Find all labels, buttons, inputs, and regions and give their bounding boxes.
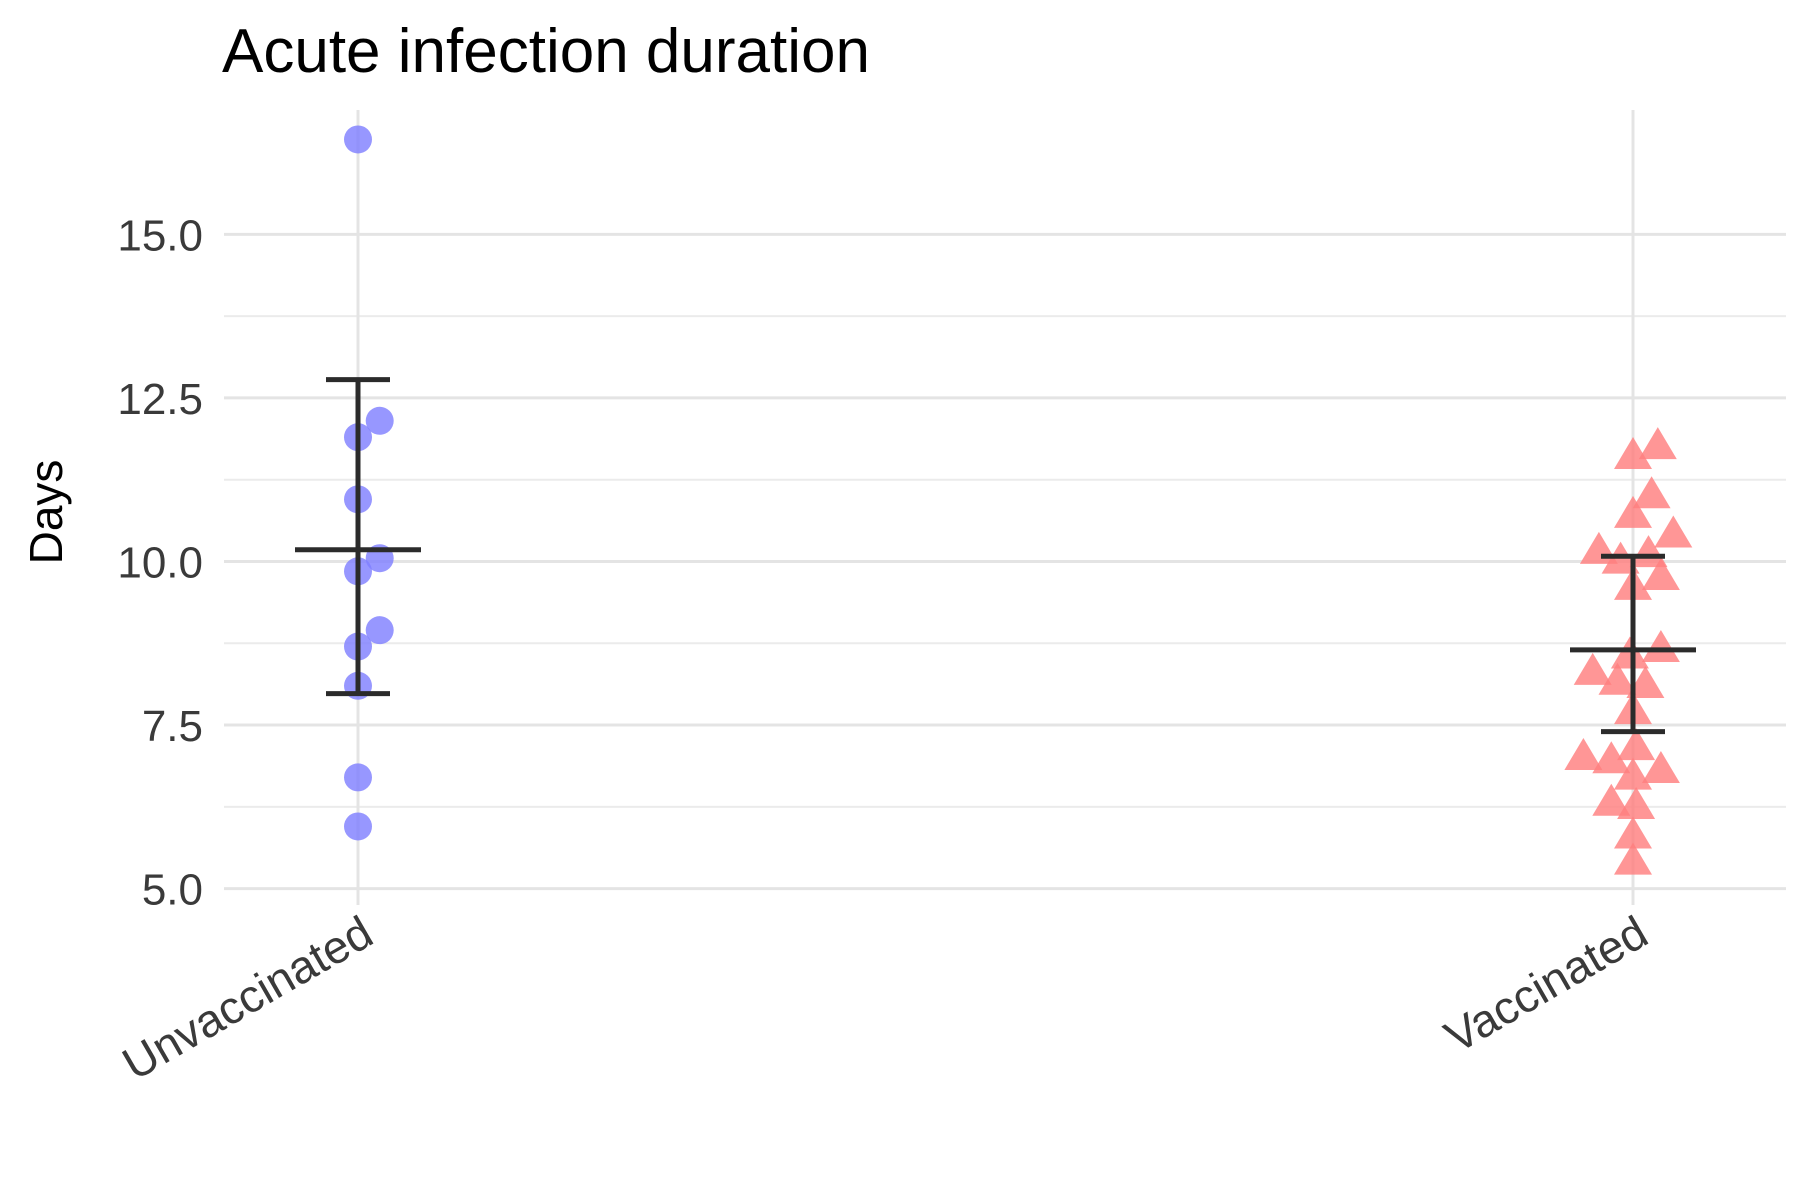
y-tick-label: 7.5 [142, 702, 203, 751]
data-point [1564, 737, 1603, 770]
y-axis-ticks: 5.0 7.5 10.0 12.5 15.0 [117, 211, 203, 914]
x-tick-label: Unvaccinated [114, 906, 381, 1090]
data-point [1626, 665, 1665, 698]
data-point [1610, 636, 1649, 669]
data-point [1629, 535, 1668, 568]
y-tick-label: 5.0 [142, 866, 203, 915]
data-point [1654, 515, 1693, 548]
chart-title: Acute infection duration [222, 17, 870, 86]
data-point [1614, 495, 1652, 528]
data-point [365, 616, 394, 645]
y-axis-label: Days [20, 460, 72, 565]
data-point [1614, 816, 1652, 849]
data-point [365, 406, 394, 435]
data-point [1592, 783, 1631, 816]
data-point [1573, 652, 1612, 685]
y-tick-label: 15.0 [117, 211, 203, 260]
data-point [1617, 728, 1656, 761]
data-point [1614, 842, 1652, 875]
data-point [1641, 751, 1680, 784]
data-point [1592, 741, 1631, 774]
data-point [1641, 629, 1680, 662]
data-point [1617, 787, 1656, 820]
data-points [344, 125, 1693, 875]
data-point [1598, 662, 1637, 695]
data-point [1614, 757, 1652, 790]
grid [224, 110, 1786, 905]
data-point [1638, 427, 1677, 460]
y-tick-label: 12.5 [117, 375, 203, 424]
x-axis-ticks: Unvaccinated Vaccinated [114, 906, 1656, 1090]
data-point [1614, 436, 1652, 469]
data-point [344, 763, 372, 792]
x-tick-label: Vaccinated [1436, 906, 1656, 1063]
data-point [344, 812, 372, 841]
data-point [1632, 476, 1671, 509]
y-tick-label: 10.0 [117, 538, 203, 587]
data-point [1641, 557, 1680, 590]
error-bars [295, 377, 1696, 735]
data-point [344, 125, 372, 154]
